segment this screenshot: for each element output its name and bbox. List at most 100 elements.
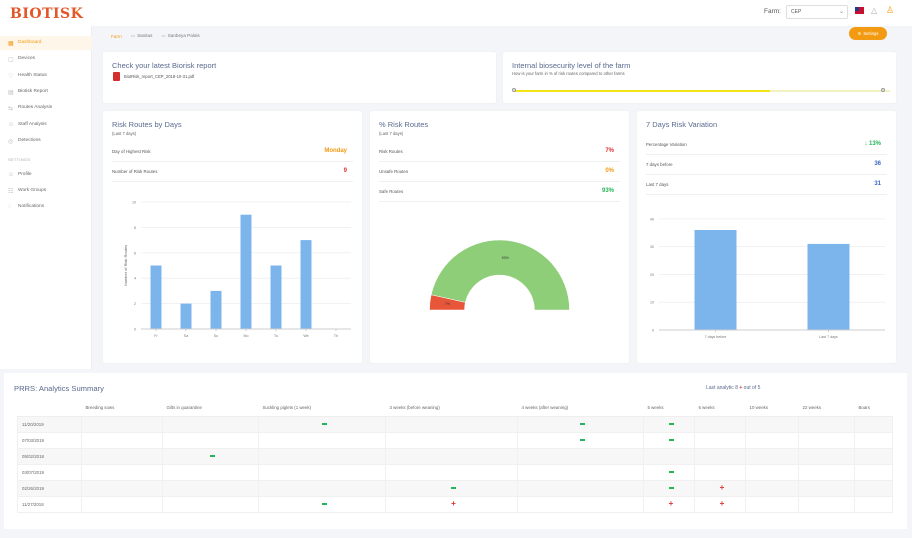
chevron-down-icon: ⌄ [838,9,844,15]
stat-label: Day of Highest Risk [112,149,151,154]
minus-icon [580,423,585,425]
sidebar-item-label: Routes Analysis [18,105,53,111]
sidebar-item-group[interactable]: ☷ Work Groups [0,184,92,198]
bar[interactable] [270,265,282,330]
table-cell [643,463,695,481]
row-divider [646,174,887,175]
folder-icon: ▭ [130,33,136,38]
sidebar-item-label: Detections [18,137,41,143]
minus-icon [210,455,215,457]
table-row: 11/27/2018 + + + [17,495,893,513]
user-icon[interactable]: ♙ [886,5,895,15]
row-divider [379,181,620,182]
table-cell [385,415,518,433]
table-cell: + [694,479,746,497]
group-icon: ☷ [8,189,14,195]
collapse-sidebar-icon[interactable]: ‹ [76,6,80,17]
variation-card: 7 Days Risk Variation 0 10 20 30 40 7 days be… [637,111,896,363]
bar[interactable] [240,214,252,329]
table-cell [162,447,259,465]
pct-risk-subtitle: (Last 7 days) [379,131,404,136]
sidebar-item-staff[interactable]: ☺ Staff Analysis [0,118,92,132]
table-cell [517,463,644,481]
gauge-slice-label: 7% [445,302,451,306]
x-tick-label: We [303,334,308,338]
column-header: 6 weeks [694,399,746,417]
bar[interactable] [150,265,162,330]
row-divider [112,161,353,162]
profile-icon: ☺ [8,172,15,178]
language-flag-icon[interactable] [855,7,864,14]
plus-icon: + [719,499,725,508]
table-cell [745,463,799,481]
table-cell: + [385,495,518,513]
table-cell [854,463,893,481]
sidebar-item-grid[interactable]: ▦ Dashboard [0,36,92,50]
stat-value: 36 [874,161,881,167]
sidebar-item-report[interactable]: ▤ Biotisk Report [0,85,92,99]
table-cell [385,479,518,497]
table-row: 02/26/2019 + [17,479,893,497]
sidebar-item-bell[interactable]: ◌ Notifications [0,200,92,214]
variation-chart: 0 10 20 30 40 7 days before Last 7 days [650,217,885,339]
last-analytic-label: Last analytic [706,385,734,391]
report-card: Check your latest Biorisk report BiotRis… [103,52,496,103]
breadcrumb-item[interactable]: Farm [111,34,122,39]
table-cell [258,415,386,433]
table-cell [745,479,799,497]
settings-button[interactable]: ⚙ Settings [849,27,887,40]
risk-by-days-title: Risk Routes by Days [112,120,182,129]
biosecurity-level-fill [515,90,770,92]
breadcrumb-label: Sanitas [137,33,153,38]
minus-icon [668,487,674,489]
analytics-table: Breeding sows Gilts in quarantine Suckling… [17,399,893,513]
report-file-link[interactable]: BiotRisk_report_CEP_2018-10-31.pdf [124,74,195,79]
sidebar-item-profile[interactable]: ☺ Profile [0,168,92,182]
report-title: Check your latest Biorisk report [112,61,217,70]
table-cell [643,479,695,497]
bell-icon[interactable]: △ [871,6,878,15]
report-icon: ▤ [8,89,14,96]
stat-label: Safe Routes [379,189,404,194]
table-cell [258,463,386,481]
table-cell [81,463,163,481]
logo[interactable]: BIOTISK [10,6,84,22]
y-tick-label: 4 [134,277,136,281]
bar[interactable] [694,230,737,330]
sidebar-item-device[interactable]: ▢ Devices [0,52,92,66]
biosecurity-card: Internal biosecurity level of the farm H… [503,52,896,103]
table-cell [81,495,163,513]
sidebar-item-routes[interactable]: ⇆ Routes Analysis [0,101,92,115]
bar[interactable] [300,240,312,329]
gauge-slice[interactable] [430,239,570,311]
sidebar-item-label: Profile [18,172,32,177]
row-divider [646,154,887,155]
sidebar-item-detection[interactable]: ◎ Detections [0,134,92,148]
bar[interactable] [210,290,222,329]
gauge-slice-label: 93% [502,256,510,260]
breadcrumb-label: Farm [111,33,122,39]
staff-icon: ☺ [8,121,15,128]
y-tick-label: 10 [132,201,136,205]
table-cell [81,431,163,449]
breadcrumb-item[interactable]: ▭ Sanitas [131,33,153,39]
table-cell [854,479,893,497]
y-tick-label: 6 [134,251,136,255]
stat-value: 31 [874,181,881,187]
bar[interactable] [180,303,192,329]
table-cell [798,415,855,433]
table-cell [745,431,799,449]
sidebar-item-label: Health Status [18,72,47,78]
stat-value: Monday [324,148,347,154]
breadcrumb-label: Sanbeya Palois [167,33,200,38]
farm-select[interactable]: CEP ⌄ [786,5,848,19]
breadcrumb-item[interactable]: ▭ Sanbeya Palois [161,33,199,39]
minus-icon [580,439,585,441]
y-axis-label: Number of Risk Routes [123,245,128,286]
table-cell [258,447,386,465]
heart-icon: ♡ [8,73,14,80]
bar[interactable] [807,243,850,330]
x-tick-label: Su [214,334,218,338]
table-cell [81,415,163,433]
sidebar-item-heart[interactable]: ♡ Health Status [0,69,92,83]
